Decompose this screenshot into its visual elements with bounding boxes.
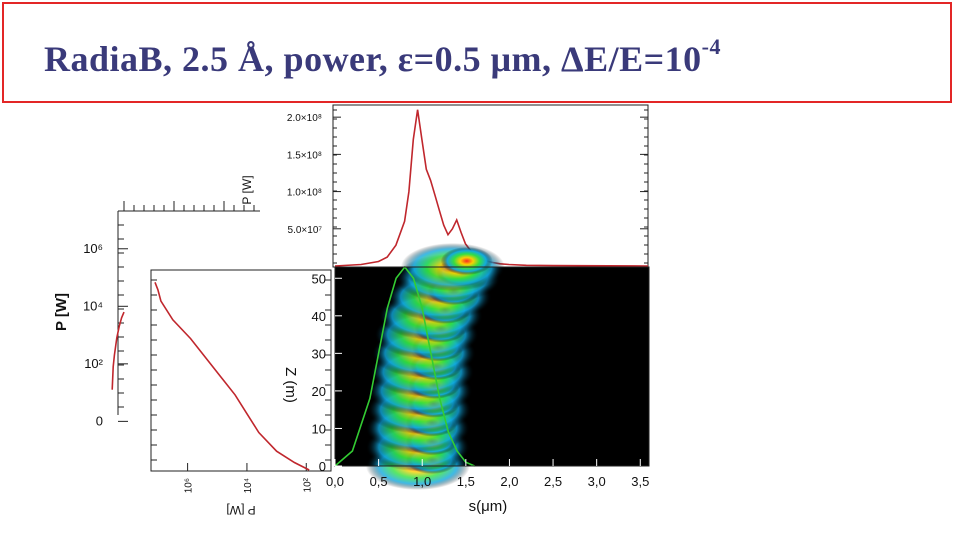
rotated-x-axis: 10⁶ 10⁴ 10² [151, 279, 331, 493]
left-log-power-panel: 0 10² 10⁴ 10⁶ P [W] [53, 201, 260, 428]
title-exponent: -4 [701, 34, 721, 59]
left-log-power-curve [111, 311, 125, 390]
heatmap-x-tick-label: 0,0 [326, 474, 344, 489]
heatmap-y-axis: 0 10 20 30 40 50 [312, 271, 342, 474]
heatmap-y-tick-label: 0 [319, 459, 326, 474]
green-profile-curve [334, 265, 475, 467]
rotated-x-tick-label: 10² [302, 477, 313, 492]
heatmap-x-tick-label: 1,5 [457, 474, 475, 489]
top-y-tick-label: 1.0×10⁸ [287, 188, 322, 199]
title-box: RadiaB, 2.5 Å, power, ε=0.5 μm, ΔE/E=10-… [2, 2, 952, 103]
left-y-tick-label: 0 [96, 413, 103, 428]
top-y-tick-label: 2.0×10⁸ [287, 113, 322, 124]
left-y-tick-label: 10⁴ [83, 298, 103, 313]
heatmap-y-tick-label: 50 [312, 271, 326, 286]
heatmap-x-axis-label: s(μm) [469, 498, 508, 515]
heatmap-y-tick-label: 10 [312, 421, 326, 436]
heatmap-y-axis-label: Z (m) [282, 367, 299, 403]
left-y-axis: 0 10² 10⁴ 10⁶ [83, 224, 128, 428]
left-top-ticks [123, 201, 255, 211]
left-y-tick-label: 10⁶ [83, 241, 103, 256]
left-y-axis-label: P [W] [53, 293, 70, 331]
heatmap-x-tick-label: 2,5 [544, 474, 562, 489]
top-y-axis: 5.0×10⁷ 1.0×10⁸ 1.5×10⁸ 2.0×10⁸ [287, 109, 648, 264]
title-prefix: Radia [44, 39, 139, 79]
rotated-x-tick-label: 10⁴ [243, 478, 254, 493]
heatmap-hotspot [440, 247, 493, 275]
rotated-power-curve [154, 282, 310, 471]
heatmap-y-tick-label: 30 [312, 346, 326, 361]
top-y-axis-label: P [W] [240, 175, 254, 204]
top-y-tick-label: 5.0×10⁷ [288, 225, 323, 236]
heatmap-x-axis: 0,0 0,5 1,0 1,5 2,0 2,5 3,0 3,5 [326, 459, 649, 489]
left-y-tick-label: 10² [84, 356, 103, 371]
heatmap-x-tick-label: 1,0 [413, 474, 431, 489]
top-y-tick-label: 1.5×10⁸ [287, 150, 322, 161]
heatmap-x-tick-label: 2,0 [500, 474, 518, 489]
rotated-x-tick-label: 10⁶ [184, 478, 195, 493]
heatmap-y-tick-label: 40 [312, 309, 326, 324]
title-main: B, 2.5 Å, power, ε=0.5 μm, ΔE/E=10 [138, 39, 702, 79]
top-power-panel: 5.0×10⁷ 1.0×10⁸ 1.5×10⁸ 2.0×10⁸ P [W] [240, 104, 649, 268]
heatmap-y-tick-label: 20 [312, 384, 326, 399]
heatmap-x-tick-label: 3,0 [588, 474, 606, 489]
slide-title: RadiaB, 2.5 Å, power, ε=0.5 μm, ΔE/E=10-… [44, 34, 721, 80]
rotated-power-panel: 10⁶ 10⁴ 10² P [W] [150, 269, 332, 517]
heatmap-x-tick-label: 0,5 [370, 474, 388, 489]
heatmap-panel: 0,0 0,5 1,0 1,5 2,0 2,5 3,0 3,5 0 10 20 30 40 50 s(μ… [282, 243, 650, 515]
heatmap-x-tick-label: 3,5 [631, 474, 649, 489]
rotated-x-axis-label: P [W] [226, 503, 255, 517]
